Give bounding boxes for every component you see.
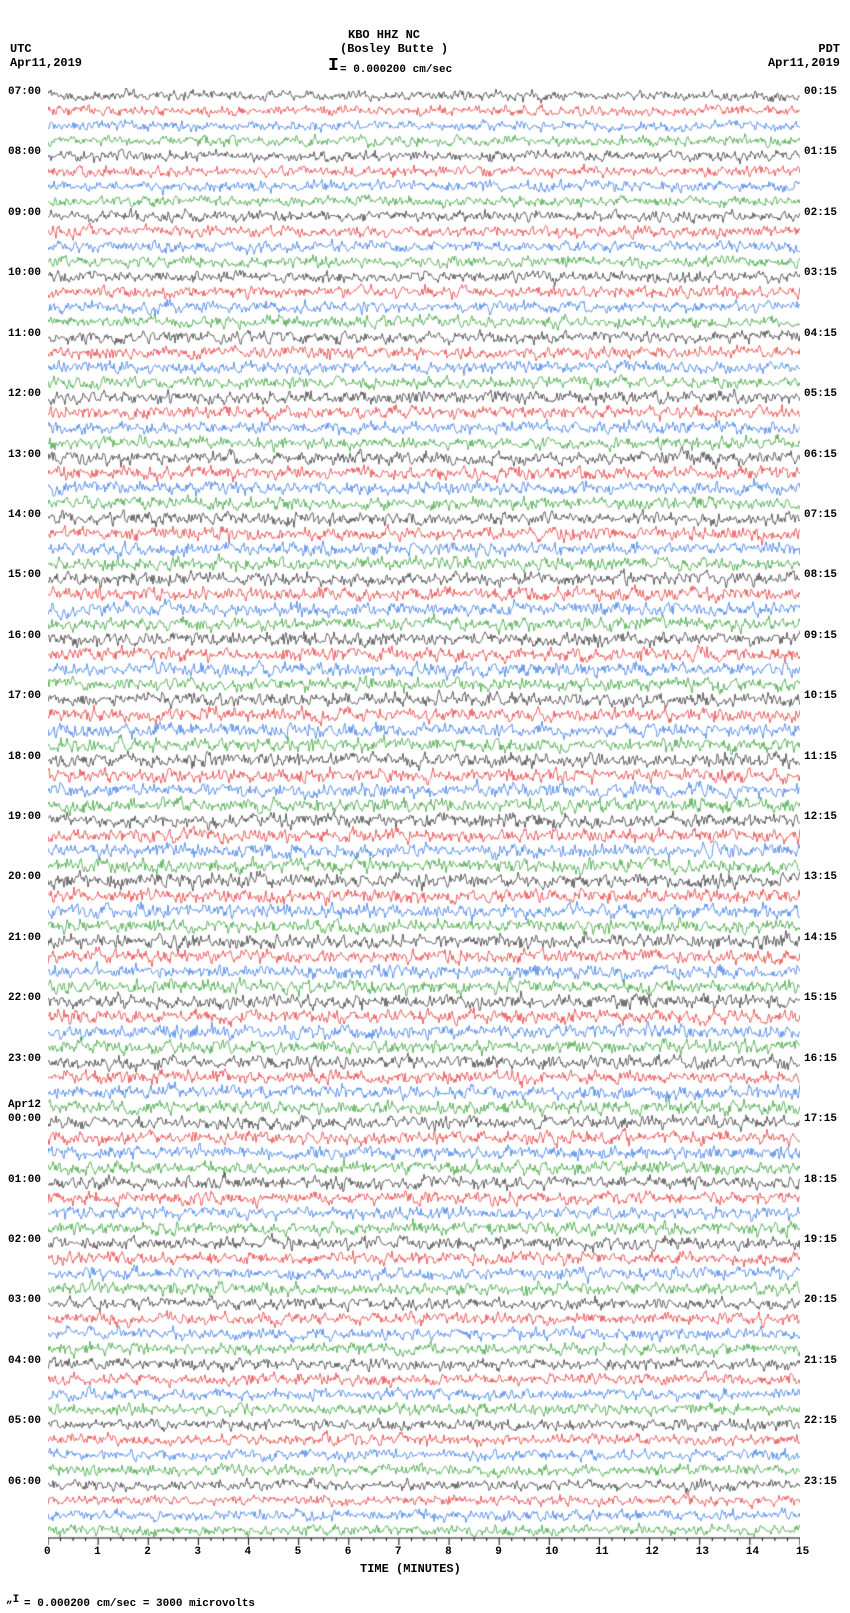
right-hour-label: 03:15	[804, 267, 837, 279]
x-tick-label: 6	[345, 1546, 352, 1558]
x-tick-label: 15	[796, 1546, 809, 1558]
left-daybreak-label: Apr12	[8, 1099, 41, 1111]
helicorder-page: KBO HHZ NC (Bosley Butte ) I = 0.000200 …	[0, 0, 850, 1613]
left-hour-label: 18:00	[8, 751, 41, 763]
scale-mark: I	[328, 56, 339, 76]
right-hour-label: 06:15	[804, 449, 837, 461]
right-hour-label: 02:15	[804, 207, 837, 219]
right-hour-label: 23:15	[804, 1476, 837, 1488]
left-date: Apr11,2019	[10, 56, 82, 70]
left-hour-label: 00:00	[8, 1113, 41, 1125]
right-date: Apr11,2019	[768, 56, 840, 70]
left-hour-label: 10:00	[8, 267, 41, 279]
right-hour-label: 22:15	[804, 1415, 837, 1427]
left-hour-label: 21:00	[8, 932, 41, 944]
right-hour-label: 11:15	[804, 751, 837, 763]
x-tick-label: 0	[44, 1546, 51, 1558]
x-tick-label: 10	[545, 1546, 558, 1558]
left-hour-label: 17:00	[8, 690, 41, 702]
right-hour-label: 19:15	[804, 1234, 837, 1246]
scale-label: = 0.000200 cm/sec	[340, 64, 452, 76]
left-hour-label: 12:00	[8, 388, 41, 400]
x-tick-label: 9	[495, 1546, 502, 1558]
right-hour-label: 09:15	[804, 630, 837, 642]
left-timezone: UTC	[10, 42, 32, 56]
left-hour-label: 11:00	[8, 328, 41, 340]
left-hour-label: 01:00	[8, 1174, 41, 1186]
left-hour-label: 09:00	[8, 207, 41, 219]
right-hour-label: 00:15	[804, 86, 837, 98]
right-hour-label: 18:15	[804, 1174, 837, 1186]
xaxis-label: TIME (MINUTES)	[360, 1562, 461, 1576]
left-hour-label: 07:00	[8, 86, 41, 98]
left-hour-label: 22:00	[8, 992, 41, 1004]
x-tick-label: 7	[395, 1546, 402, 1558]
station-location: (Bosley Butte )	[340, 42, 448, 56]
left-hour-label: 15:00	[8, 569, 41, 581]
right-hour-label: 08:15	[804, 569, 837, 581]
right-hour-label: 17:15	[804, 1113, 837, 1125]
x-tick-label: 2	[144, 1546, 151, 1558]
right-hour-label: 10:15	[804, 690, 837, 702]
left-hour-label: 23:00	[8, 1053, 41, 1065]
x-tick-label: 11	[595, 1546, 608, 1558]
left-hour-label: 08:00	[8, 146, 41, 158]
right-hour-label: 01:15	[804, 146, 837, 158]
right-hour-label: 15:15	[804, 992, 837, 1004]
left-hour-label: 14:00	[8, 509, 41, 521]
x-tick-label: 3	[194, 1546, 201, 1558]
left-hour-label: 02:00	[8, 1234, 41, 1246]
left-hour-label: 16:00	[8, 630, 41, 642]
left-hour-label: 13:00	[8, 449, 41, 461]
right-timezone: PDT	[818, 42, 840, 56]
left-hour-label: 05:00	[8, 1415, 41, 1427]
right-hour-label: 12:15	[804, 811, 837, 823]
x-tick-label: 12	[646, 1546, 659, 1558]
left-hour-label: 06:00	[8, 1476, 41, 1488]
right-hour-label: 04:15	[804, 328, 837, 340]
right-hour-label: 14:15	[804, 932, 837, 944]
x-tick-label: 5	[295, 1546, 302, 1558]
x-tick-label: 13	[696, 1546, 709, 1558]
left-hour-label: 19:00	[8, 811, 41, 823]
station-code: KBO HHZ NC	[348, 28, 420, 42]
right-hour-label: 16:15	[804, 1053, 837, 1065]
left-hour-label: 03:00	[8, 1294, 41, 1306]
left-hour-label: 04:00	[8, 1355, 41, 1367]
x-tick-label: 1	[94, 1546, 101, 1558]
right-hour-label: 05:15	[804, 388, 837, 400]
helicorder-plot	[48, 88, 800, 1558]
footnote-mark: „I	[6, 1594, 19, 1606]
right-hour-label: 13:15	[804, 871, 837, 883]
x-tick-label: 8	[445, 1546, 452, 1558]
right-hour-label: 07:15	[804, 509, 837, 521]
x-tick-label: 14	[746, 1546, 759, 1558]
right-hour-label: 21:15	[804, 1355, 837, 1367]
right-hour-label: 20:15	[804, 1294, 837, 1306]
x-tick-label: 4	[245, 1546, 252, 1558]
left-hour-label: 20:00	[8, 871, 41, 883]
footnote: = 0.000200 cm/sec = 3000 microvolts	[24, 1598, 255, 1610]
